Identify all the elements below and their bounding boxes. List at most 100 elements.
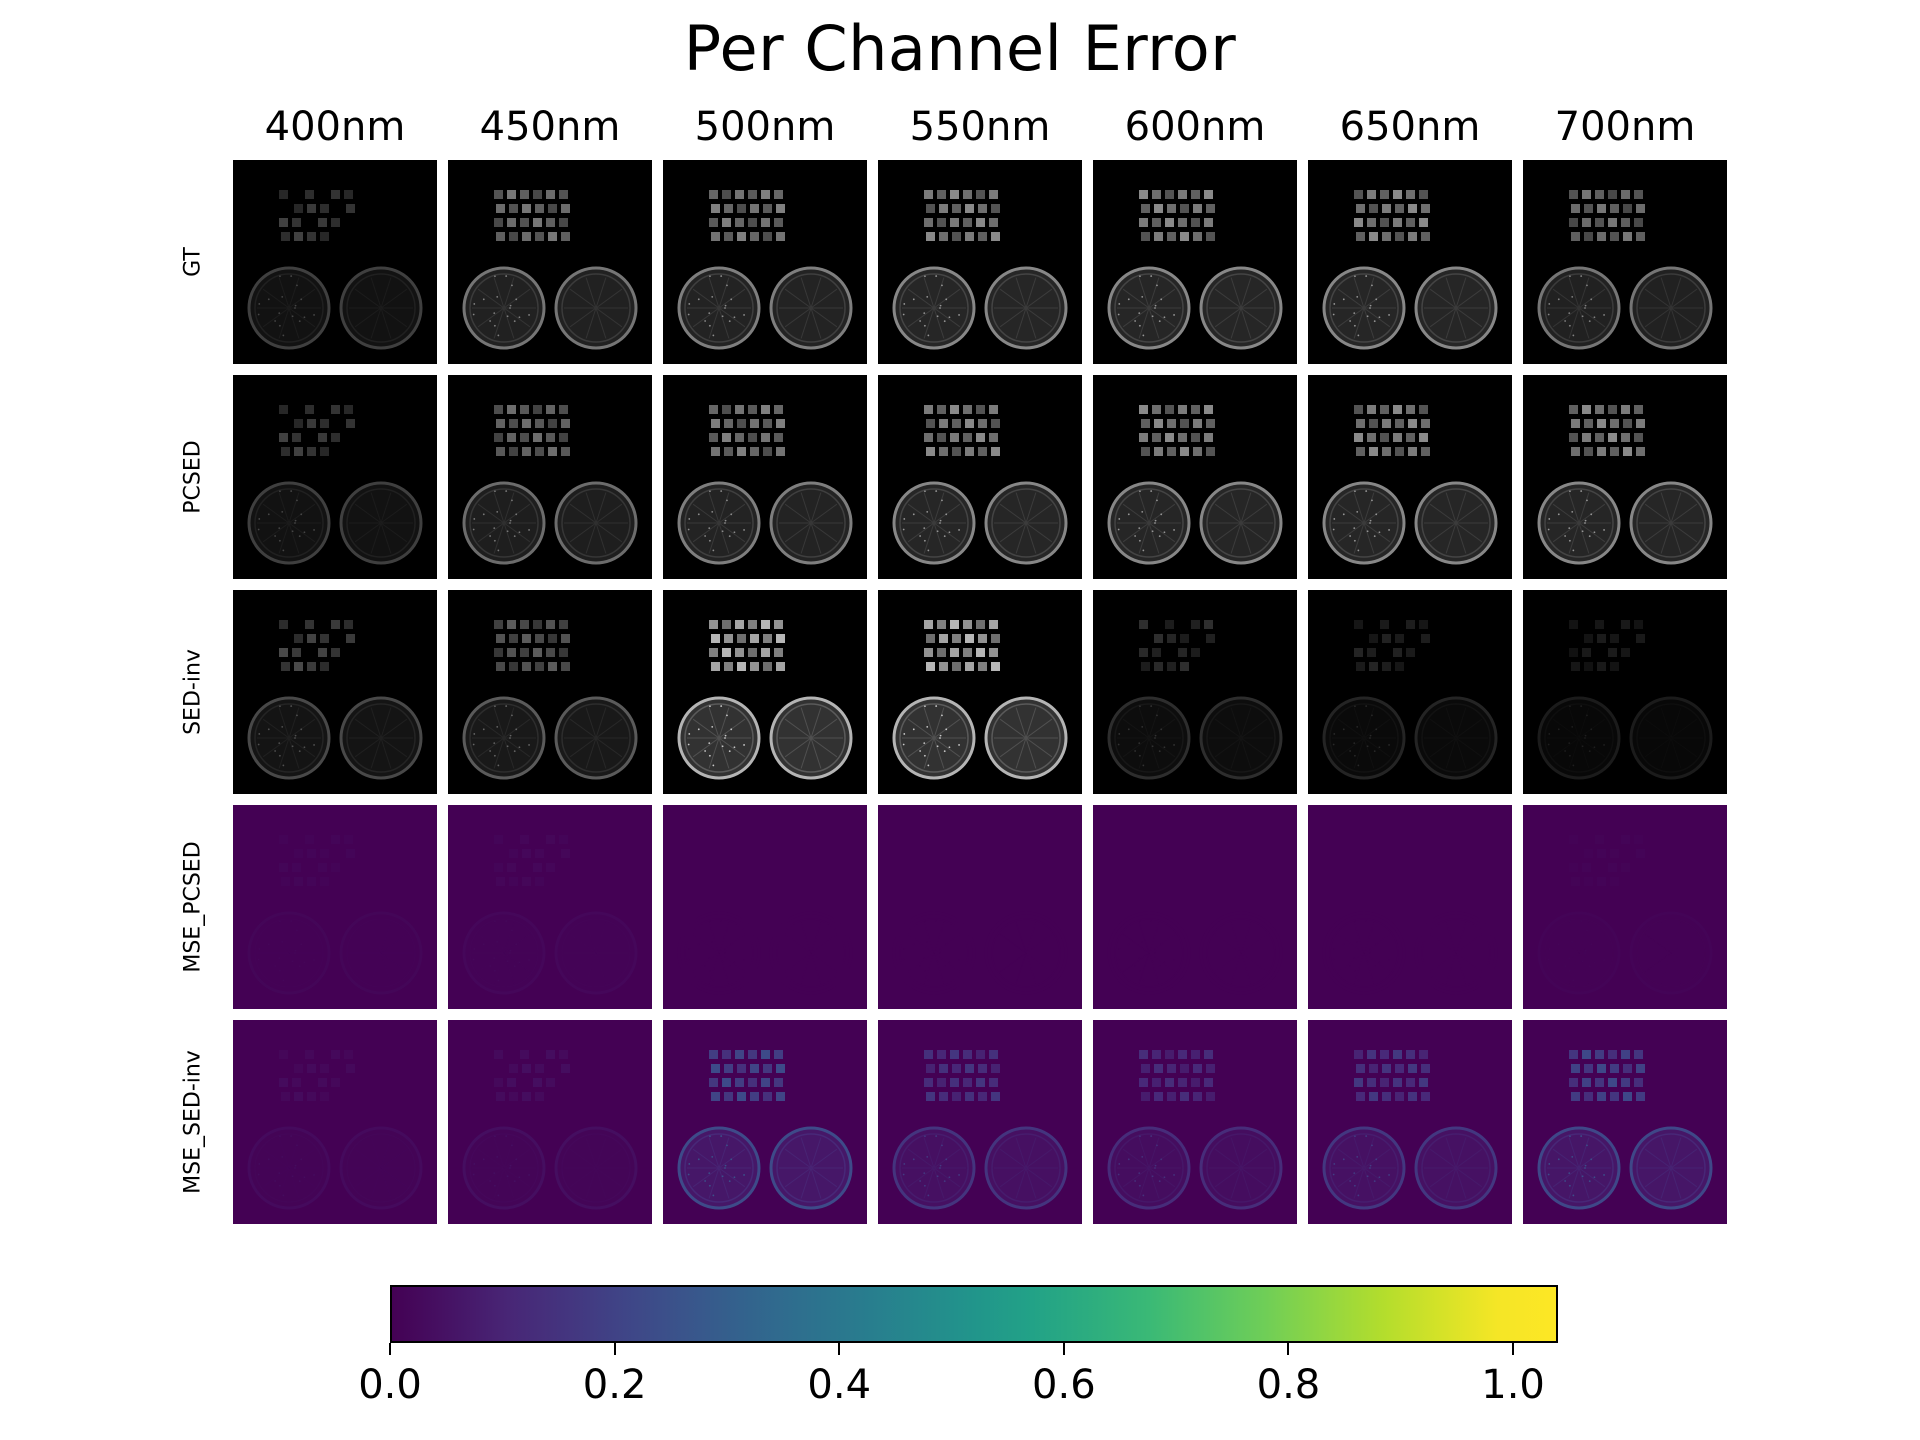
checker-patch: [1395, 1064, 1404, 1073]
checker-patch: [763, 447, 772, 456]
checker-patch: [952, 1064, 961, 1073]
checker-patch: [1380, 190, 1389, 199]
color-checker: [1139, 405, 1215, 456]
checker-patch: [281, 447, 290, 456]
color-checker: [924, 835, 1000, 886]
checker-patch: [1367, 190, 1376, 199]
checker-patch: [1569, 433, 1578, 442]
checker-patch: [294, 849, 303, 858]
checker-patch: [965, 419, 974, 428]
lemon-slice: [339, 481, 423, 565]
checker-patch: [963, 405, 972, 414]
column-label: 700nm: [1554, 104, 1696, 150]
column-label: 600nm: [1124, 104, 1266, 150]
checker-patch: [750, 877, 759, 886]
checker-patch: [976, 190, 985, 199]
checker-patch: [1154, 1092, 1163, 1101]
checker-patch: [1178, 863, 1187, 872]
checker-patch: [950, 835, 959, 844]
color-checker: [279, 405, 355, 456]
checker-patch: [1406, 1078, 1415, 1087]
checker-patch: [279, 1050, 288, 1059]
checker-patch: [774, 648, 783, 657]
checker-patch: [1584, 849, 1593, 858]
checker-patch: [1569, 218, 1578, 227]
checker-patch: [1167, 1064, 1176, 1073]
image-cell-svg: [448, 160, 652, 364]
checker-patch: [750, 634, 759, 643]
checker-patch: [1571, 419, 1580, 428]
checker-patch: [559, 648, 568, 657]
checker-patch: [761, 433, 770, 442]
checker-patch: [763, 204, 772, 213]
checker-patch: [494, 433, 503, 442]
checker-patch: [774, 620, 783, 629]
checker-patch: [559, 1050, 568, 1059]
checker-patch: [546, 1050, 555, 1059]
checker-patch: [546, 1078, 555, 1087]
checker-patch: [1356, 1064, 1365, 1073]
checker-patch: [1380, 405, 1389, 414]
checker-patch: [963, 648, 972, 657]
checker-patch: [1354, 433, 1363, 442]
image-cell: [1308, 1020, 1512, 1224]
image-cell: [1308, 590, 1512, 794]
image-cell: [1523, 805, 1727, 1009]
checker-patch: [1356, 877, 1365, 886]
chart-title: Per Channel Error: [683, 12, 1237, 85]
checker-patch: [748, 1050, 757, 1059]
lemon-slice: [1322, 481, 1406, 565]
checker-patch: [1582, 190, 1591, 199]
checker-patch: [507, 863, 516, 872]
checker-patch: [292, 648, 301, 657]
checker-patch: [1595, 1050, 1604, 1059]
checker-patch: [494, 863, 503, 872]
checker-patch: [774, 405, 783, 414]
checker-patch: [1623, 447, 1632, 456]
checker-patch: [1152, 218, 1161, 227]
checker-patch: [1610, 232, 1619, 241]
checker-patch: [546, 433, 555, 442]
checker-patch: [1597, 1064, 1606, 1073]
checker-patch: [533, 433, 542, 442]
lemon-slice: [677, 911, 761, 995]
checker-patch: [1167, 447, 1176, 456]
checker-patch: [1634, 433, 1643, 442]
checker-patch: [1584, 232, 1593, 241]
checker-patch: [748, 863, 757, 872]
checker-patch: [548, 419, 557, 428]
checker-patch: [1636, 447, 1645, 456]
checker-patch: [494, 835, 503, 844]
checker-patch: [1421, 204, 1430, 213]
color-checker: [1139, 190, 1215, 241]
checker-patch: [1382, 877, 1391, 886]
checker-patch: [978, 419, 987, 428]
checker-patch: [292, 433, 301, 442]
checker-patch: [1634, 620, 1643, 629]
checker-patch: [991, 662, 1000, 671]
checker-patch: [1178, 405, 1187, 414]
lemon-slice: [1107, 696, 1191, 780]
checker-patch: [1193, 232, 1202, 241]
checker-patch: [1393, 1050, 1402, 1059]
checker-patch: [522, 634, 531, 643]
lemon-slice: [339, 696, 423, 780]
checker-patch: [1193, 447, 1202, 456]
checker-patch: [1180, 232, 1189, 241]
checker-patch: [1382, 634, 1391, 643]
checker-patch: [950, 1078, 959, 1087]
checker-patch: [991, 1092, 1000, 1101]
color-checker: [494, 620, 570, 671]
checker-patch: [279, 620, 288, 629]
checker-patch: [1154, 634, 1163, 643]
checker-patch: [763, 634, 772, 643]
image-cell-svg: [1308, 590, 1512, 794]
checker-patch: [1623, 1064, 1632, 1073]
checker-patch: [535, 1092, 544, 1101]
checker-patch: [737, 662, 746, 671]
checker-patch: [1354, 218, 1363, 227]
checker-patch: [774, 190, 783, 199]
checker-patch: [989, 1050, 998, 1059]
image-cell: [1308, 805, 1512, 1009]
lemon-slice: [1199, 1126, 1283, 1210]
